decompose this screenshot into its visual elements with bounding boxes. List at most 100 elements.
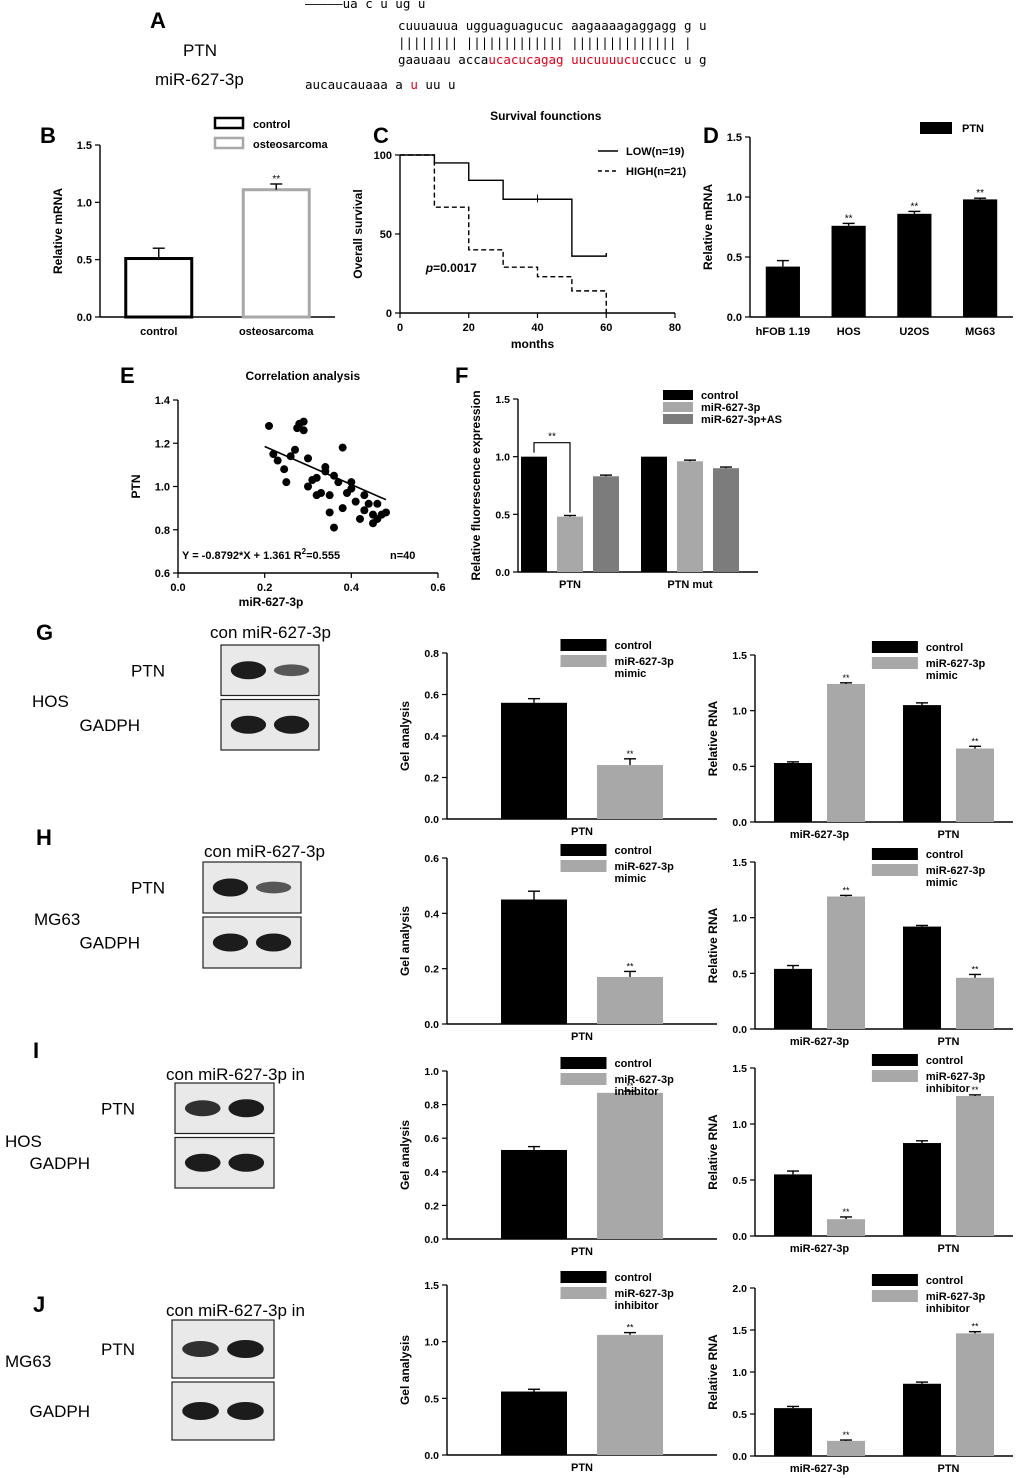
y-tick-label: 1.0 (727, 192, 742, 204)
data-point (325, 508, 334, 517)
significance-mark: ** (910, 201, 918, 212)
y-axis-label: Gel analysis (398, 701, 412, 771)
y-tick-label: 1.0 (77, 197, 92, 209)
panel-letter: I (33, 1038, 39, 1063)
legend-swatch (663, 414, 693, 424)
legend-label: miR-627-3p+AS (701, 414, 782, 426)
sequence-segment (564, 52, 572, 67)
legend-label: miR-627-3p (615, 656, 675, 668)
legend-swatch (213, 116, 245, 130)
x-tick-label: osteosarcoma (239, 326, 314, 338)
y-tick-label: 0.6 (424, 690, 439, 702)
data-point (338, 504, 347, 513)
protein-band (227, 1340, 264, 1358)
bar (597, 976, 663, 1024)
chart-h-rna: 0.0 0.5 1.0 1.5 Relative RNA ** miR-627-3p ** PT… (706, 848, 1013, 1048)
charts: B 0.0 0.5 1.0 1.5 Relative mRNA control ** osteo… (40, 109, 1013, 1475)
y-tick-label: 1.5 (727, 132, 742, 144)
bar (774, 968, 812, 1029)
y-tick-label: 1.0 (732, 1119, 747, 1131)
data-point (321, 463, 330, 472)
legend-label: control (253, 119, 290, 131)
bar (903, 926, 941, 1029)
chart-title: Correlation analysis (245, 369, 360, 383)
x-tick-label: PTN (571, 1462, 593, 1474)
data-point (325, 491, 334, 500)
x-tick-label: PTN (571, 1246, 593, 1258)
blot-lane-header: con miR-627-3p (210, 623, 331, 642)
chart-g-gel: 0.0 0.2 0.4 0.6 0.8 Gel analysis ** PTN control m… (398, 639, 717, 838)
sequence-line: gaauaau accaucacucagag uucuuuucuccucc u … (398, 52, 707, 67)
sequence-segment: gaauaau acca (398, 52, 488, 67)
y-tick-label: 0.6 (155, 568, 170, 580)
significance-mark: ** (548, 432, 556, 443)
y-tick-label: 0.5 (732, 968, 747, 980)
legend-swatch (871, 864, 918, 876)
legend-swatch (560, 1271, 607, 1283)
y-tick-label: 0.5 (727, 252, 742, 264)
significance-mark: ** (272, 174, 280, 185)
legend-label: inhibitor (926, 1303, 971, 1315)
y-axis-label: Gel analysis (398, 1120, 412, 1190)
x-axis-label: miR-627-3p (239, 595, 304, 609)
legend-swatch (213, 136, 245, 150)
y-tick-label: 1.0 (424, 1337, 439, 1349)
significance-mark: ** (626, 1081, 634, 1091)
bar (827, 1219, 865, 1236)
y-tick-label: 0.8 (424, 648, 439, 660)
bar (241, 188, 311, 319)
sequence-line: aucaucauaaa a u uu u (305, 77, 456, 92)
y-tick-label: 0.0 (732, 1451, 747, 1463)
x-tick-label: 60 (600, 322, 612, 334)
y-axis-label: Relative mRNA (701, 184, 715, 270)
y-tick-label: 0.0 (495, 567, 510, 579)
legend-label: miR-627-3p (615, 861, 675, 873)
bar (501, 702, 567, 819)
seed-region: ucacucagag (488, 52, 563, 67)
significance-mark: ** (626, 1323, 634, 1333)
cell-line-label: MG63 (5, 1352, 51, 1371)
r-squared-value: =0.555 (306, 550, 340, 562)
chart-e: E Correlation analysis 0.6 0.8 1.0 1.2 1.4 PTN 0… (120, 363, 446, 609)
y-tick-label: 0.8 (424, 1100, 439, 1112)
chart-i-rna: 0.0 0.5 1.0 1.5 Relative RNA ** miR-627-3p ** PT… (706, 1054, 1013, 1255)
panel-a: A PTN miR-627-3p —————ua c u ug u cuuuauu… (150, 0, 707, 92)
y-tick-label: 0.8 (155, 525, 170, 537)
blot-lane-header: con miR-627-3p in (166, 1065, 305, 1084)
legend-label: miR-627-3p (926, 1071, 986, 1083)
bar (956, 1096, 994, 1236)
legend-label: inhibitor (615, 1300, 660, 1312)
bar (557, 516, 583, 572)
legend-label: PTN (962, 123, 984, 135)
data-point (304, 454, 312, 463)
survival-curve (400, 154, 607, 313)
bar (903, 1143, 941, 1236)
mirna-label: miR-627-3p (155, 70, 244, 89)
significance-mark: ** (842, 1207, 850, 1217)
significance-mark: ** (626, 961, 634, 971)
significance-mark: ** (971, 736, 979, 746)
blot-lane-header: con miR-627-3p (204, 842, 325, 861)
significance-mark: ** (971, 1085, 979, 1095)
bar (903, 705, 941, 822)
sequence-segment: —————ua c u ug u (305, 0, 425, 11)
protein-band (273, 715, 310, 734)
panel-letter: C (373, 123, 389, 148)
legend-swatch (871, 657, 918, 669)
chart-title: Survival founctions (490, 109, 602, 123)
x-tick-label: miR-627-3p (790, 1463, 850, 1475)
protein-band (182, 1341, 219, 1357)
y-tick-label: 0.5 (495, 509, 510, 521)
panel-letter: E (120, 363, 135, 388)
y-tick-label: 50 (380, 229, 392, 241)
x-tick-label: MG63 (965, 326, 995, 338)
data-point (312, 473, 321, 482)
y-axis-label: Relative mRNA (51, 188, 65, 274)
data-point (291, 445, 299, 454)
band-label: PTN (101, 1099, 135, 1118)
data-point (304, 482, 312, 491)
p-symbol: p (425, 261, 433, 275)
data-point (351, 497, 360, 506)
data-point (269, 450, 278, 459)
survival-curve (400, 154, 607, 257)
